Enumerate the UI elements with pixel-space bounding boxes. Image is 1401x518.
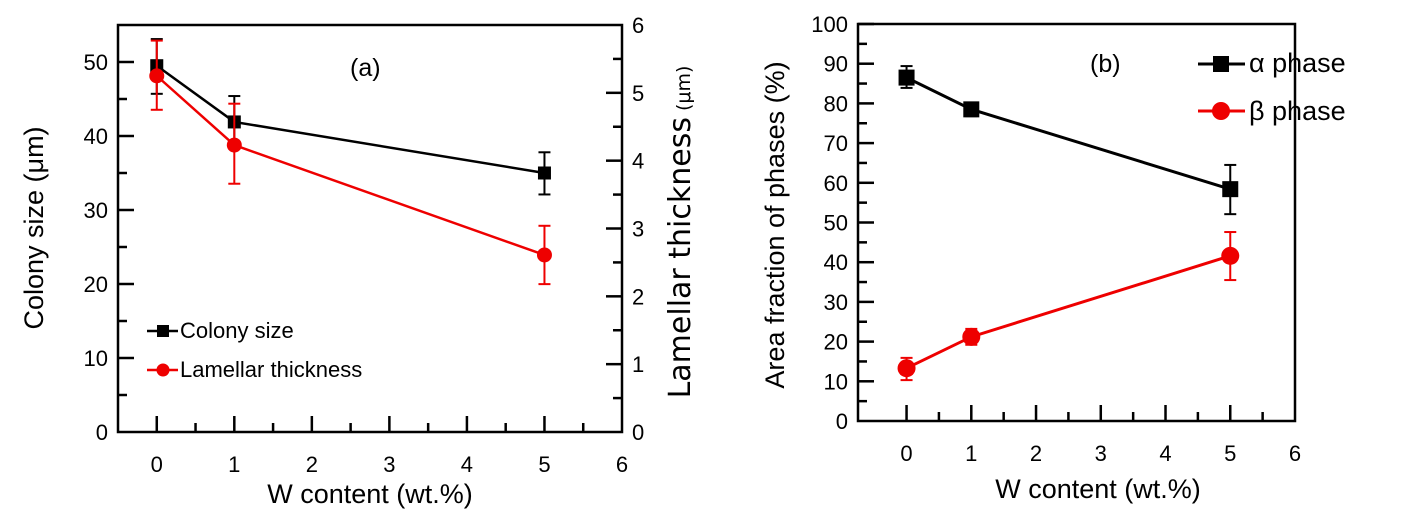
- panel-b-x-tick-label: 4: [1159, 441, 1171, 466]
- panel-b-series-phase-line: [905, 254, 1231, 370]
- panel-b-y-tick-label: 90: [824, 52, 848, 77]
- legend-label-alpha-phase: α phase: [1249, 48, 1346, 78]
- panel-a-x-axis-title: W content (wt.%): [267, 479, 473, 509]
- panel-b-x-axis-title: W content (wt.%): [995, 474, 1201, 504]
- panel-a-y-tick-label: 50: [84, 50, 108, 75]
- panel-b-x-tick-label: 3: [1095, 441, 1107, 466]
- panel-a-series-lamellar-thickness-line: [155, 74, 545, 257]
- panel-b-y-tick-label: 100: [811, 12, 848, 37]
- panel-a-y-tick-label: 10: [84, 346, 108, 371]
- panel-a-y2-axis-title-unit: (μm): [673, 66, 695, 111]
- panel-b-y-tick-label: 70: [824, 131, 848, 156]
- panel-b-x-tick-label: 2: [1030, 441, 1042, 466]
- panel-b-data: [897, 65, 1240, 382]
- panel-a-y2-tick-label: 3: [632, 217, 644, 242]
- panel-a-x-tick-label: 2: [306, 452, 318, 477]
- panel-a-legend: Colony size Lamellar thickness: [147, 318, 362, 382]
- panel-b-legend: α phase β phase: [1198, 48, 1346, 126]
- legend-label-beta-phase: β phase: [1249, 96, 1346, 126]
- panel-a-y2-tick-label: 6: [632, 13, 644, 38]
- panel-b-series-phase: [898, 65, 1239, 216]
- panel-a-y-tick-label: 30: [84, 198, 108, 223]
- panel-a-y-tick-label: 0: [96, 420, 108, 445]
- panel-b-y-tick-label: 10: [824, 369, 848, 394]
- data-point-square: [537, 166, 551, 180]
- panel-b-y-tick-label: 30: [824, 290, 848, 315]
- panel-b-y-tick-label: 20: [824, 330, 848, 355]
- panel-a-data: [149, 38, 552, 286]
- panel-a-y2-axis-title-main: Lamellar thickness: [663, 117, 698, 398]
- panel-a-x-tick-label: 0: [151, 452, 163, 477]
- panel-b-label: (b): [1090, 50, 1121, 78]
- data-point-circle: [1221, 246, 1240, 265]
- data-point-circle: [149, 68, 165, 84]
- panel-b-y-tick-label: 40: [824, 250, 848, 275]
- panel-b-x-tick-label: 1: [965, 441, 977, 466]
- data-point-square: [898, 69, 915, 86]
- panel-a-y2-tick-label: 4: [632, 149, 644, 174]
- panel-b-y-tick-label: 80: [824, 91, 848, 116]
- data-point-circle: [897, 359, 916, 378]
- data-point-square: [1222, 181, 1239, 198]
- panel-a-y2-tick-label: 1: [632, 352, 644, 377]
- panel-b-series-phase: [897, 231, 1240, 382]
- legend-item-colony-size: Colony size: [147, 318, 294, 343]
- panel-a-y-axis-title: Colony size (μm): [19, 126, 49, 329]
- panel-b-x-tick-label: 5: [1224, 441, 1236, 466]
- panel-b-x-tick-label: 0: [900, 441, 912, 466]
- panel-a-x-tick-label: 4: [461, 452, 473, 477]
- panel-b-series-phase-line: [905, 76, 1231, 191]
- panel-a-x-tick-label: 1: [228, 452, 240, 477]
- legend-square-marker-icon: [157, 325, 169, 337]
- panel-a-y2-tick-label: 2: [632, 284, 644, 309]
- panel-a-y-tick-label: 40: [84, 124, 108, 149]
- legend-label-lamellar-thickness: Lamellar thickness: [180, 357, 362, 382]
- legend-item-beta-phase: β phase: [1198, 96, 1346, 126]
- legend-circle-marker-icon: [1212, 102, 1230, 120]
- data-point-circle: [226, 137, 242, 153]
- panel-a-x-tick-label: 5: [538, 452, 550, 477]
- panel-a-label: (a): [350, 54, 381, 82]
- legend-square-marker-icon: [1213, 56, 1229, 72]
- legend-item-alpha-phase: α phase: [1198, 48, 1346, 78]
- panel-a-y2-axis-title: Lamellar thickness (μm): [663, 66, 698, 399]
- data-point-circle: [536, 247, 552, 263]
- panel-b-y-tick-label: 60: [824, 171, 848, 196]
- panel-a-x-tick-label: 3: [383, 452, 395, 477]
- legend-label-colony-size: Colony size: [180, 318, 294, 343]
- panel-a-x-tick-label: 6: [616, 452, 628, 477]
- panel-a-series-lamellar-thickness: [149, 39, 552, 286]
- legend-circle-marker-icon: [156, 363, 170, 377]
- panel-b-y-tick-label: 50: [824, 211, 848, 236]
- panel-a-y2-tick-label: 0: [632, 420, 644, 445]
- panel-b-y-tick-label: 0: [836, 409, 848, 434]
- panel-b-x-tick-label: 6: [1289, 441, 1301, 466]
- legend-item-lamellar-thickness: Lamellar thickness: [147, 357, 362, 382]
- data-point-circle: [962, 327, 981, 346]
- panel-a-y2-tick-label: 5: [632, 81, 644, 106]
- panel-b-y-axis-title: Area fraction of phases (%): [760, 61, 790, 388]
- data-point-square: [963, 101, 980, 118]
- panel-a-y-tick-label: 20: [84, 272, 108, 297]
